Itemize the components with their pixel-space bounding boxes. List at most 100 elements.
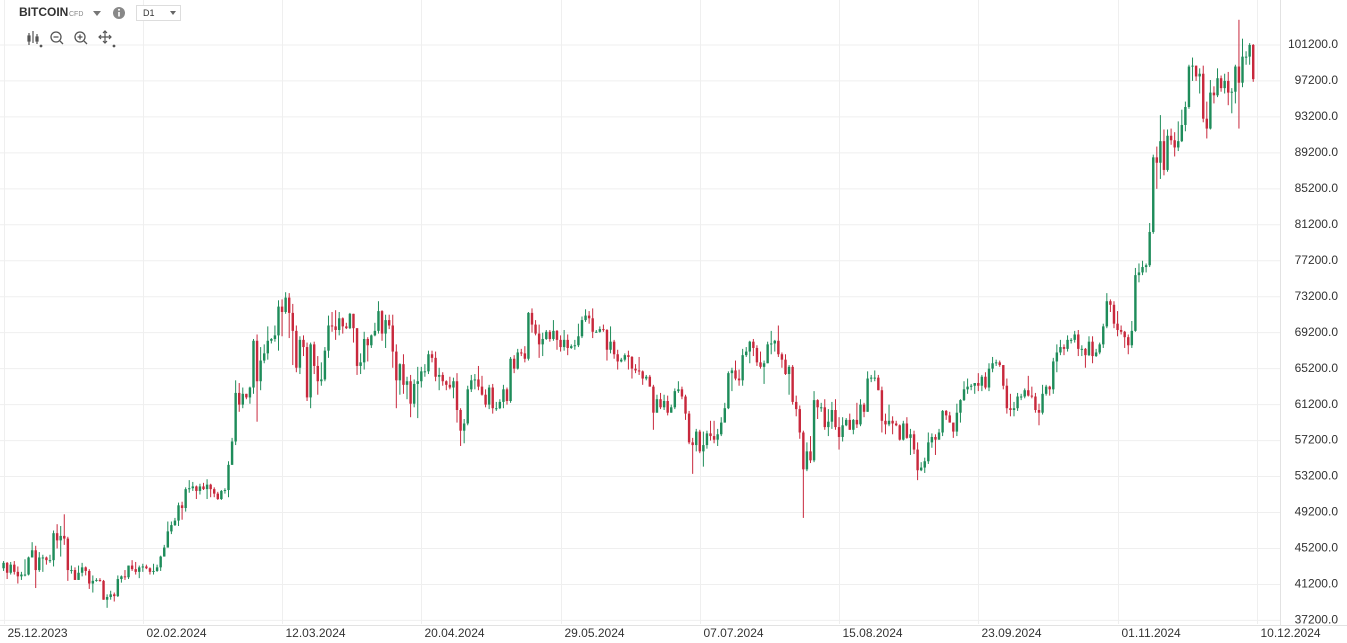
candle-body	[962, 389, 966, 401]
candle-body	[148, 568, 152, 572]
candle-body	[52, 533, 55, 561]
candle-body	[727, 373, 730, 409]
candle-body	[259, 360, 262, 382]
candle-body	[70, 570, 73, 572]
symbol[interactable]: BITCOIN	[19, 5, 68, 19]
candle-body	[930, 436, 934, 443]
candle-body	[869, 377, 873, 379]
candle-body	[188, 488, 191, 490]
candle-body	[202, 486, 205, 490]
candle-body	[34, 550, 37, 571]
y-tick-label: 53200.0	[1295, 469, 1339, 483]
candle-body	[1205, 118, 1209, 129]
y-tick-label: 61200.0	[1295, 397, 1339, 411]
candle-body	[77, 572, 80, 580]
candle-body	[198, 486, 202, 491]
candle-body	[523, 353, 527, 359]
candle-body	[1144, 265, 1148, 268]
candle-body	[766, 344, 769, 364]
candle-body	[977, 383, 980, 386]
candle-body	[748, 341, 752, 352]
chart-type-tool[interactable]	[27, 31, 43, 48]
candle-body	[437, 374, 441, 377]
candle-body	[659, 399, 662, 408]
axis-labels: 37200.0 41200.0 45200.0 49200.0 53200.0 57200…	[8, 37, 1339, 640]
candle-body	[816, 400, 819, 408]
candle-body	[216, 493, 220, 500]
timeframe-box[interactable]	[136, 5, 181, 21]
candle-body	[1202, 73, 1205, 119]
candle-body	[530, 312, 534, 325]
candle-body	[505, 389, 509, 402]
candle-body	[491, 387, 494, 409]
candle-body	[1252, 44, 1255, 80]
candle-body	[734, 370, 737, 379]
candle-body	[598, 329, 602, 332]
candle-body	[602, 329, 605, 331]
candle-body	[66, 538, 70, 571]
candle-body	[273, 335, 277, 339]
candle-body	[484, 394, 487, 405]
x-tick-label: 29.05.2024	[565, 626, 625, 640]
candle-body	[223, 490, 227, 492]
candle-body	[666, 401, 669, 413]
candle-body	[1130, 330, 1134, 346]
candle-body	[291, 312, 294, 331]
candle-body	[695, 431, 698, 446]
candle-body	[1016, 396, 1019, 409]
candle-body	[798, 409, 801, 433]
candle-body	[1184, 106, 1187, 125]
candle-body	[852, 419, 855, 430]
y-tick-label: 65200.0	[1295, 361, 1339, 375]
candle-body	[877, 377, 880, 391]
candle-body	[862, 404, 866, 412]
pan-tool[interactable]	[98, 30, 116, 48]
candle-body	[230, 441, 234, 465]
candle-body	[138, 567, 141, 572]
candle-body	[844, 419, 848, 426]
candle-body	[337, 318, 341, 330]
x-tick-label: 23.09.2024	[982, 626, 1042, 640]
symbol-dropdown[interactable]	[93, 11, 101, 16]
zoom-out-tool[interactable]	[50, 31, 64, 45]
candle-body	[1027, 390, 1030, 396]
x-tick-label: 02.02.2024	[147, 626, 207, 640]
candle-body	[1223, 80, 1226, 89]
candle-body	[545, 331, 548, 339]
candle-body	[791, 366, 794, 402]
candle-body	[373, 330, 377, 336]
candle-body	[1173, 140, 1176, 148]
candle-body	[9, 564, 12, 573]
candle-body	[680, 389, 684, 397]
candle-body	[573, 345, 577, 347]
y-tick-label: 101200.0	[1288, 37, 1338, 51]
candle-body	[277, 306, 280, 336]
candle-body	[866, 378, 869, 412]
candle-body	[80, 567, 84, 573]
candle-body	[1177, 141, 1180, 148]
candle-body	[395, 351, 398, 381]
candle-body	[312, 344, 316, 366]
candle-body	[391, 325, 394, 352]
candle-body	[227, 464, 230, 491]
candle-body	[859, 404, 862, 425]
candle-body	[180, 505, 184, 509]
y-tick-label: 41200.0	[1295, 577, 1339, 591]
candle-body	[784, 359, 787, 375]
candle-body	[1127, 337, 1130, 346]
candle-body	[1052, 361, 1055, 390]
y-tick-label: 49200.0	[1295, 505, 1339, 519]
candle-body	[1084, 348, 1087, 356]
x-tick-label: 15.08.2024	[843, 626, 903, 640]
candle-body	[130, 565, 134, 570]
candle-body	[902, 423, 905, 440]
candle-body	[462, 423, 466, 431]
candle-body	[473, 379, 477, 381]
candle-body	[909, 434, 912, 438]
info-icon[interactable]	[113, 7, 125, 19]
candle-body	[330, 325, 334, 327]
candle-body	[73, 570, 77, 580]
zoom-in-tool[interactable]	[74, 31, 88, 45]
candle-body	[1230, 91, 1234, 93]
